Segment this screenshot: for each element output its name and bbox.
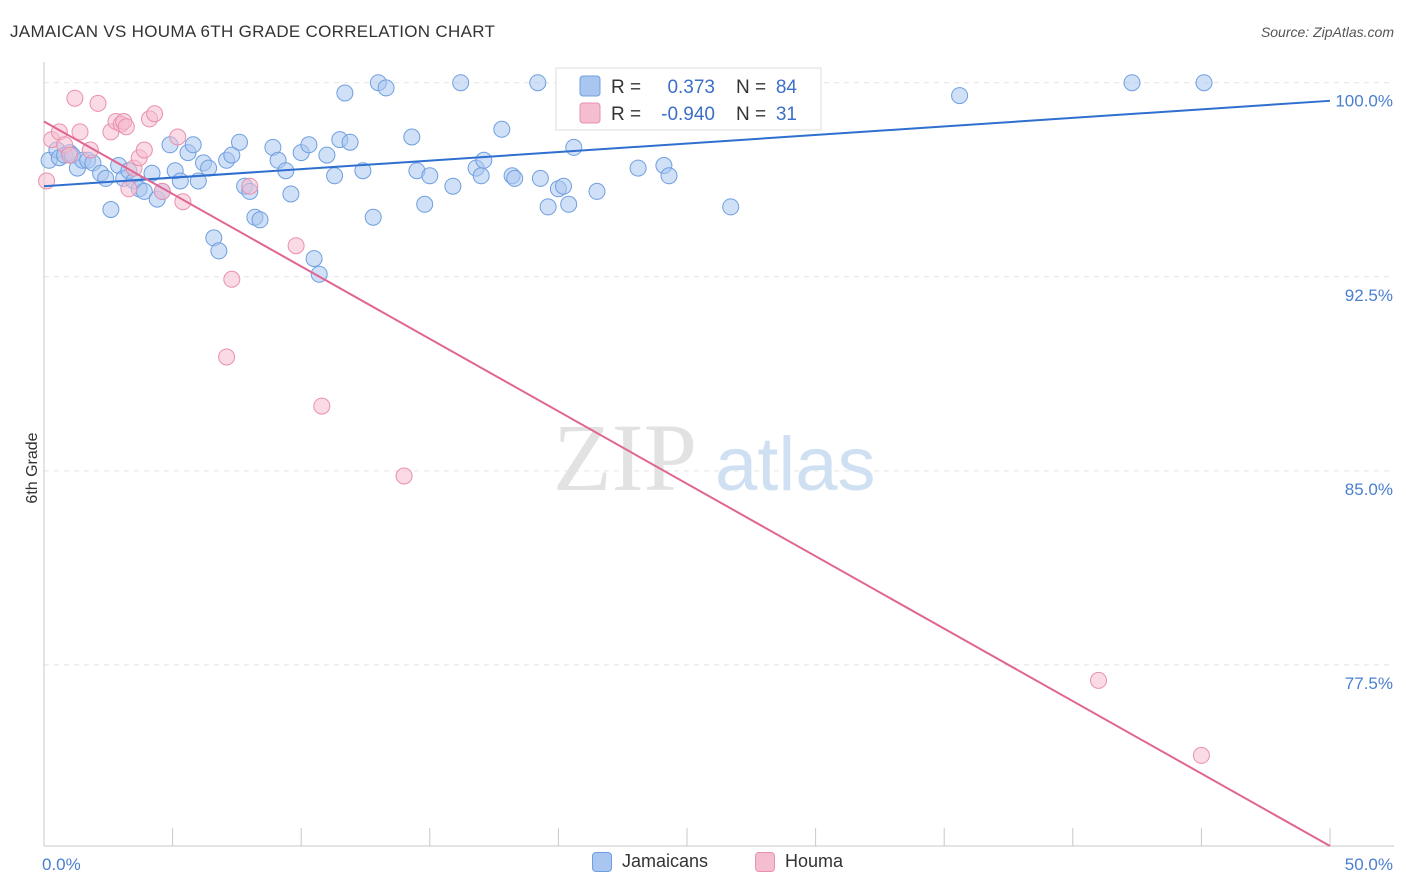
legend-r-value-1: 0.373 [667,77,715,98]
y-tick-label-1: 92.5% [1345,286,1393,305]
legend-n-value-1: 84 [776,77,798,98]
legend-swatch-jamaicans-bottom [592,851,612,872]
legend-label-houma: Houma [785,851,844,871]
point-jamaicans-58 [416,195,434,213]
point-jamaicans-34 [231,133,248,151]
y-tick-label-2: 85.0% [1345,480,1393,499]
point-jamaicans-51 [341,133,359,151]
point-houma-25 [241,177,259,195]
point-jamaicans-69 [531,169,549,187]
point-jamaicans-81 [951,87,969,105]
point-jamaicans-79 [722,198,740,216]
point-jamaicans-44 [300,136,318,154]
point-houma-29 [1090,671,1107,689]
point-jamaicans-47 [318,146,336,164]
trend-line-jamaicans [43,99,1331,188]
legend-item-houma[interactable]: Houma [755,851,843,872]
point-houma-21 [169,128,187,146]
point-houma-5 [66,89,84,107]
point-houma-27 [313,397,331,415]
point-jamaicans-26 [184,136,202,154]
legend-swatch-houma-bottom [755,851,775,872]
y-tick-label-3: 77.5% [1345,674,1393,693]
series-legend: Jamaicans Houma [0,851,1406,879]
point-jamaicans-83 [1195,74,1213,92]
data-points [38,74,1213,764]
point-houma-26 [287,237,305,255]
point-houma-30 [1192,746,1210,764]
point-jamaicans-61 [452,74,470,92]
point-jamaicans-74 [565,138,583,156]
point-jamaicans-56 [403,128,421,146]
legend-label-jamaicans: Jamaicans [622,851,709,871]
y-tick-labels: 100.0% 92.5% 85.0% 77.5% [1335,92,1393,693]
point-jamaicans-29 [200,159,218,177]
y-tick-label-0: 100.0% [1335,92,1393,111]
legend-n-label-2: N = [736,104,766,125]
point-jamaicans-72 [555,177,572,195]
point-jamaicans-65 [493,120,511,138]
watermark-atlas: atlas [715,422,876,507]
point-jamaicans-48 [326,167,344,185]
grid-lines [44,82,1394,666]
point-houma-24 [223,270,241,288]
point-jamaicans-24 [171,172,189,190]
point-houma-23 [218,348,236,366]
x-tick-label-1: 50.0% [1345,855,1393,874]
point-jamaicans-45 [305,250,323,268]
legend-swatch-houma [579,102,601,124]
point-jamaicans-42 [282,185,300,203]
point-jamaicans-59 [421,167,439,185]
point-jamaicans-53 [364,208,382,226]
point-jamaicans-76 [629,159,647,177]
x-tick-label-0: 0.0% [42,855,81,874]
correlation-legend: R = 0.373 N = 84 R = -0.940 N = 31 [555,67,822,131]
watermark: ZIP atlas [553,404,876,511]
point-houma-14 [120,180,138,198]
point-jamaicans-31 [210,242,228,260]
point-jamaicans-78 [660,167,678,185]
point-houma-6 [71,123,89,141]
legend-swatch-jamaicans [579,75,601,97]
source-credit: Source: ZipAtlas.com [1260,24,1394,40]
point-jamaicans-55 [377,79,395,97]
point-jamaicans-33 [223,146,241,164]
x-tick-labels: 0.0% 50.0% [42,855,1393,874]
point-houma-17 [135,141,153,159]
point-jamaicans-12 [102,201,120,218]
point-jamaicans-64 [475,151,493,169]
point-jamaicans-67 [506,169,524,187]
point-jamaicans-73 [560,195,578,213]
legend-r-label-1: R = [611,77,641,98]
point-houma-19 [146,105,164,123]
point-houma-4 [61,146,79,164]
point-jamaicans-38 [251,211,269,229]
legend-n-value-2: 31 [776,104,797,125]
point-jamaicans-52 [354,162,372,180]
axes [43,62,1394,847]
point-jamaicans-68 [529,74,547,92]
point-jamaicans-60 [444,177,462,195]
chart-title: JAMAICAN VS HOUMA 6TH GRADE CORRELATION … [10,22,496,41]
point-jamaicans-70 [539,198,557,216]
point-houma-20 [153,182,171,200]
legend-r-label-2: R = [611,104,641,125]
point-jamaicans-11 [97,169,115,187]
point-jamaicans-63 [472,167,490,185]
legend-item-jamaicans[interactable]: Jamaicans [592,851,708,872]
point-houma-28 [395,467,413,485]
legend-r-value-2: -0.940 [661,104,715,125]
point-jamaicans-50 [336,84,354,102]
trend-line-houma [43,120,1331,847]
point-jamaicans-75 [588,182,606,200]
point-jamaicans-82 [1123,74,1141,92]
legend-n-label-1: N = [736,77,766,98]
point-houma-13 [117,118,135,136]
trend-lines [43,99,1331,847]
y-axis-label: 6th Grade [24,432,41,503]
point-houma-8 [89,94,107,112]
